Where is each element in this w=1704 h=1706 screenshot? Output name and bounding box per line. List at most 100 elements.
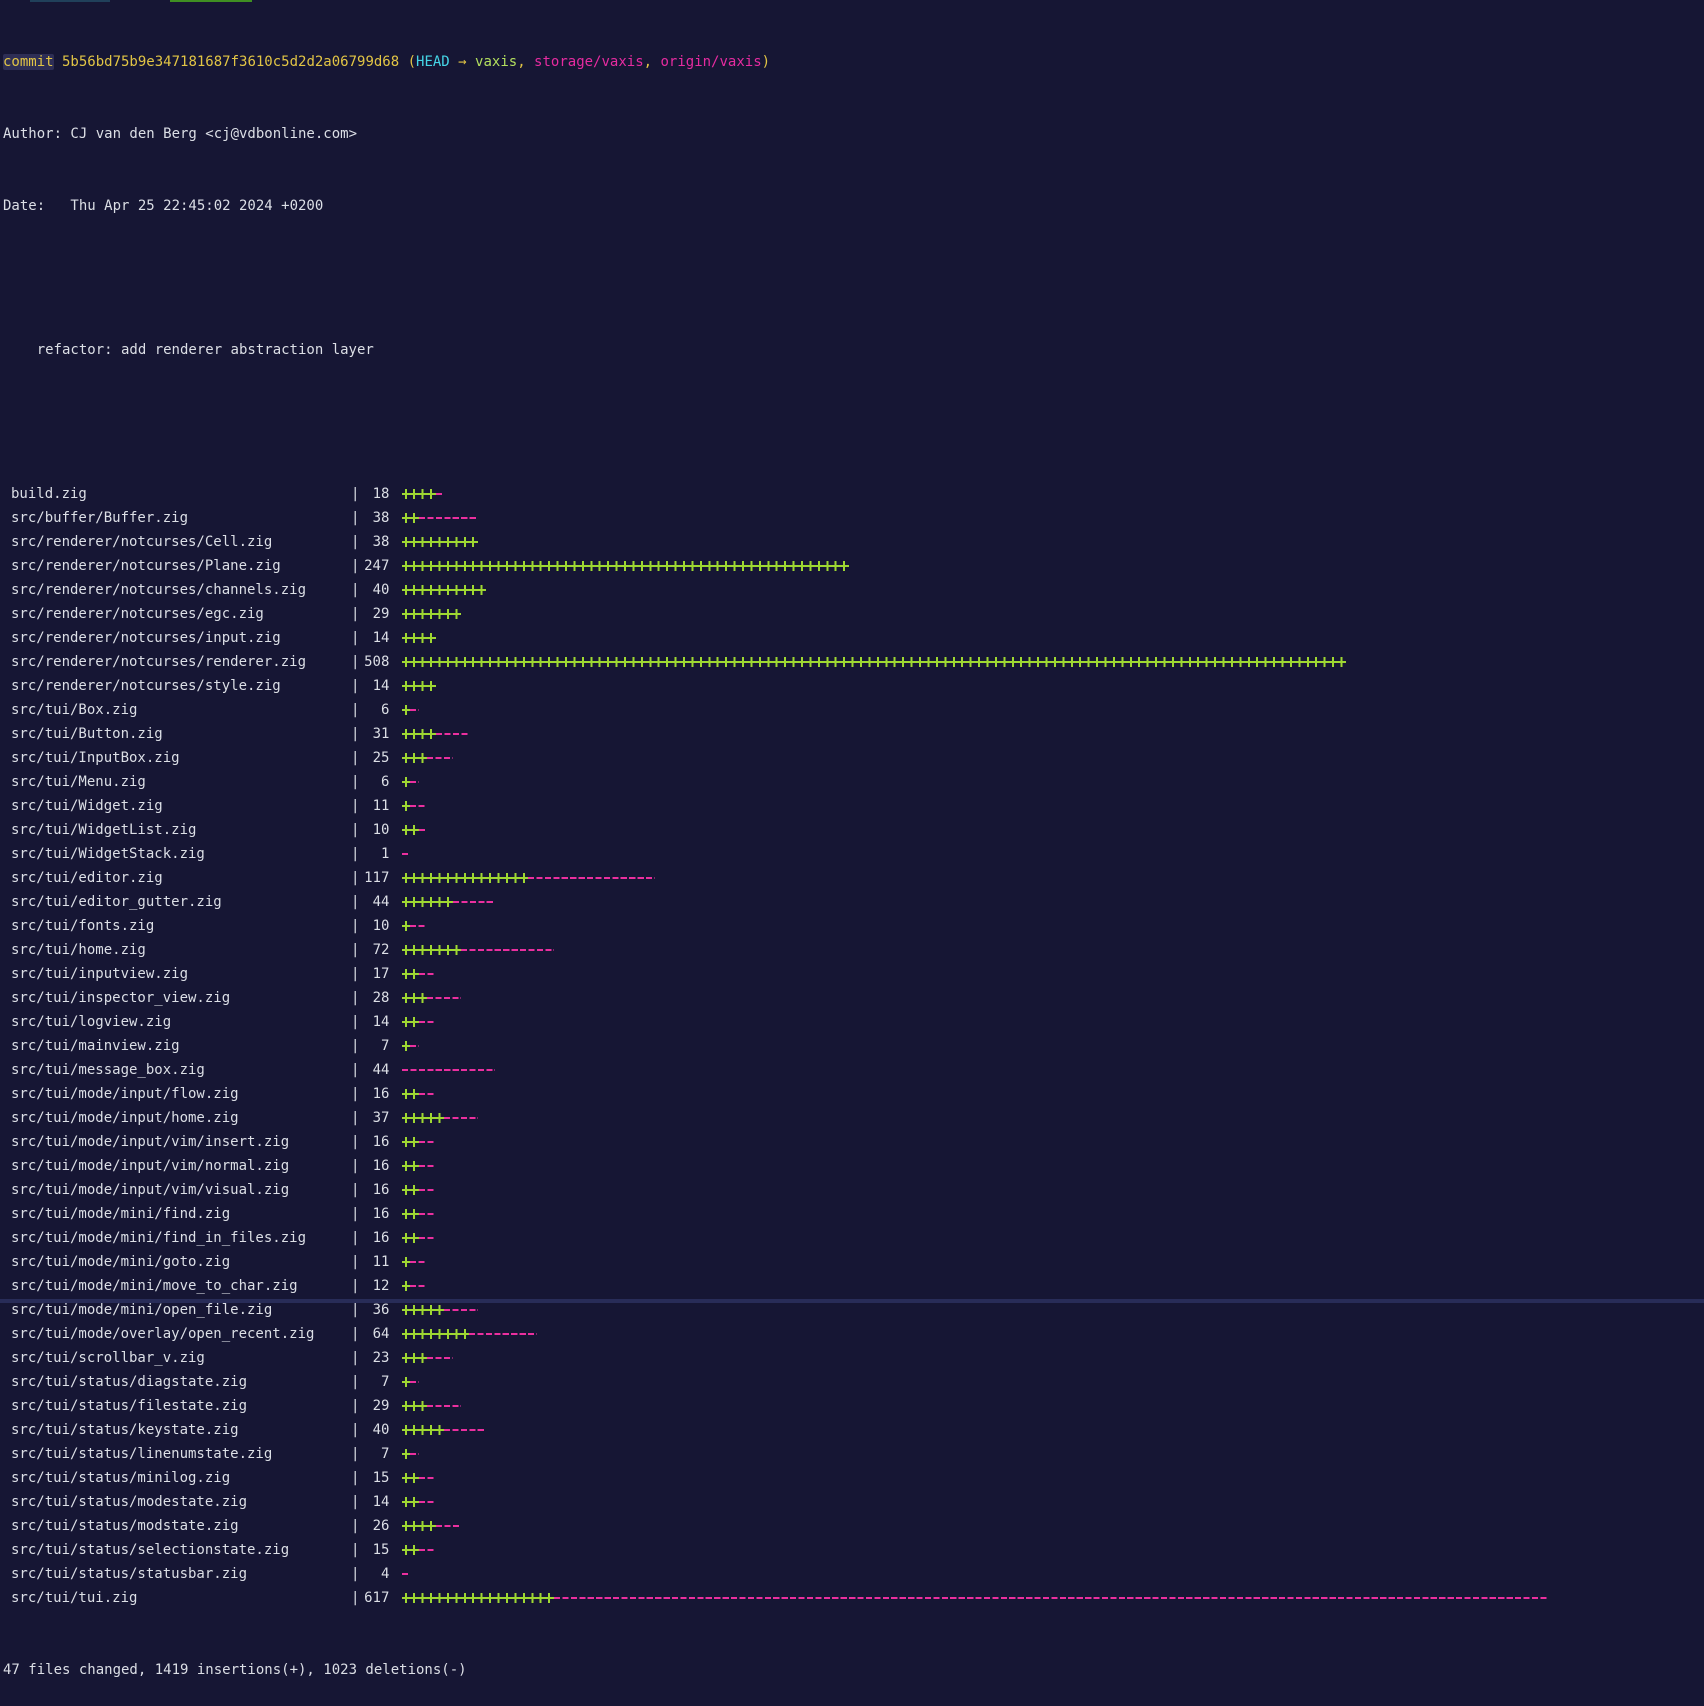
change-bar [402,770,419,794]
deletions-bar [427,757,453,759]
change-count: 29 [372,606,390,622]
branch-name: vaxis [475,54,518,70]
diffstat-row: src/tui/scrollbar_v.zig | 23 [3,1346,1704,1370]
change-count: 4 [380,1566,390,1582]
file-name: src/tui/mode/input/vim/normal.zig [11,1158,290,1174]
change-count: 16 [372,1134,390,1150]
insertions-bar [402,1209,419,1219]
change-bar [402,1250,428,1274]
insertions-bar [402,993,428,1003]
deletions-bar [410,709,419,711]
pipe-separator: | [351,1494,360,1510]
insertions-bar [402,1449,411,1459]
file-name: src/tui/WidgetList.zig [11,822,197,838]
change-bar [402,866,655,890]
diffstat-row: src/tui/WidgetList.zig | 10 [3,818,1704,842]
diffstat-row: src/tui/WidgetStack.zig | 1 [3,842,1704,866]
diffstat-row: src/buffer/Buffer.zig | 38 [3,506,1704,530]
deletions-bar [528,877,655,879]
file-name: src/tui/logview.zig [11,1014,172,1030]
separator: , [643,54,661,70]
diffstat-row: src/tui/mode/input/vim/normal.zig | 16 [3,1154,1704,1178]
change-bar [402,1178,436,1202]
change-count: 16 [372,1182,390,1198]
change-count: 40 [372,582,390,598]
deletions-bar [435,733,470,735]
deletions-bar [435,1525,462,1527]
pipe-separator: | [351,1254,360,1270]
pipe-separator: | [351,822,360,838]
deletions-bar [427,1357,453,1359]
deletions-bar [418,1021,436,1023]
pipe-separator: | [351,1134,360,1150]
change-bar [402,530,478,554]
insertions-bar [402,513,419,523]
date-line: Date: Thu Apr 25 22:45:02 2024 +0200 [3,198,324,214]
file-name: src/tui/status/keystate.zig [11,1422,239,1438]
file-name: src/tui/mode/mini/move_to_char.zig [11,1278,298,1294]
diffstat-row: src/tui/mainview.zig | 7 [3,1034,1704,1058]
terminal-screen[interactable]: commit 5b56bd75b9e347181687f3610c5d2d2a0… [3,2,1704,1706]
change-bar [402,554,849,578]
diffstat-row: src/renderer/notcurses/channels.zig | 40 [3,578,1704,602]
pipe-separator: | [351,990,360,1006]
change-bar [402,1010,436,1034]
pipe-separator: | [351,702,360,718]
head-ref: HEAD [416,54,450,70]
diffstat-row: src/renderer/notcurses/Plane.zig | 247 [3,554,1704,578]
deletions-bar [444,1429,487,1431]
window-top-edge [0,0,1704,3]
insertions-bar [402,1353,428,1363]
change-count: 11 [372,798,390,814]
change-count: 38 [372,534,390,550]
pipe-separator: | [351,654,360,670]
pipe-separator: | [351,582,360,598]
change-count: 37 [372,1110,390,1126]
pipe-separator: | [351,678,360,694]
file-name: src/tui/home.zig [11,942,146,958]
file-name: src/renderer/notcurses/Cell.zig [11,534,273,550]
file-name: src/tui/status/modstate.zig [11,1518,239,1534]
diffstat-row: src/tui/Widget.zig | 11 [3,794,1704,818]
diffstat-row: src/tui/status/modestate.zig | 14 [3,1490,1704,1514]
blank-line [3,266,1704,290]
deletions-bar [410,805,428,807]
pipe-separator: | [351,510,360,526]
deletions-bar [402,1573,411,1575]
deletions-bar [410,1261,428,1263]
file-name: src/tui/mode/mini/goto.zig [11,1254,231,1270]
file-name: src/renderer/notcurses/egc.zig [11,606,264,622]
commit-hash: 5b56bd75b9e347181687f3610c5d2d2a06799d68… [53,54,417,70]
insertions-bar [402,561,849,571]
file-name: src/tui/message_box.zig [11,1062,205,1078]
diffstat-row: src/tui/editor_gutter.zig | 44 [3,890,1704,914]
file-name: src/tui/status/filestate.zig [11,1398,248,1414]
diffstat-row: src/tui/Button.zig | 31 [3,722,1704,746]
change-count: 7 [380,1446,390,1462]
diffstat-row: src/tui/Menu.zig | 6 [3,770,1704,794]
deletions-bar [469,1333,537,1335]
change-bar [402,938,554,962]
change-bar [402,1226,436,1250]
insertions-bar [402,1185,419,1195]
deletions-bar [452,901,495,903]
change-count: 44 [372,894,390,910]
pipe-separator: | [351,1014,360,1030]
deletions-bar [410,1381,419,1383]
change-bar [402,1418,487,1442]
file-name: src/renderer/notcurses/channels.zig [11,582,307,598]
insertions-bar [402,1113,445,1123]
insertions-bar [402,1041,411,1051]
change-count: 14 [372,1014,390,1030]
pipe-separator: | [351,894,360,910]
pipe-separator: | [351,1038,360,1054]
deletions-bar [402,1069,495,1071]
insertions-bar [402,609,462,619]
insertions-bar [402,1425,445,1435]
change-bar [402,1058,495,1082]
pipe-separator: | [351,486,360,502]
deletions-bar [418,1549,436,1551]
deletions-bar [418,1477,436,1479]
change-bar [402,1202,436,1226]
change-bar [402,1106,478,1130]
